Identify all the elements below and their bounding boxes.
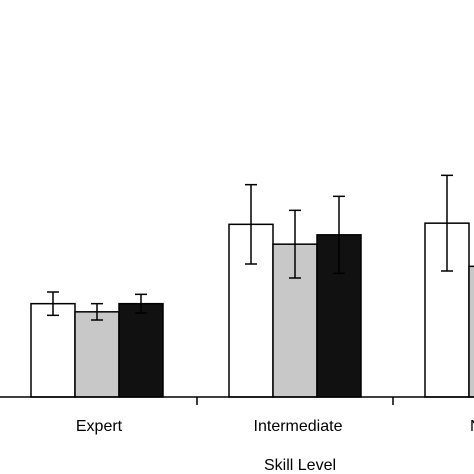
bar-s2-expert — [74, 311, 120, 398]
error-bar-s2-intermediate — [289, 209, 301, 279]
x-tick-label-intermediate: Intermediate — [254, 418, 343, 435]
error-bars-layer — [47, 174, 453, 321]
error-bar-s3-intermediate — [333, 195, 345, 275]
x-ticks-layer — [196, 397, 394, 405]
x-tick-label-expert: Expert — [76, 418, 123, 435]
bar-s3-expert — [118, 302, 164, 398]
error-bar-s1-novice — [441, 174, 453, 272]
bar-s2-novice — [468, 265, 474, 398]
error-bar-s1-expert — [47, 291, 59, 317]
bar-s1-expert — [30, 302, 76, 398]
x-tick-label-novice: N — [470, 418, 474, 435]
x-axis-title: Skill Level — [264, 457, 336, 474]
error-bar-s2-expert — [91, 302, 103, 321]
error-bar-s1-intermediate — [245, 183, 257, 265]
x-tick-labels: Expert Intermediate N — [76, 418, 474, 435]
error-bar-s3-expert — [135, 293, 147, 314]
